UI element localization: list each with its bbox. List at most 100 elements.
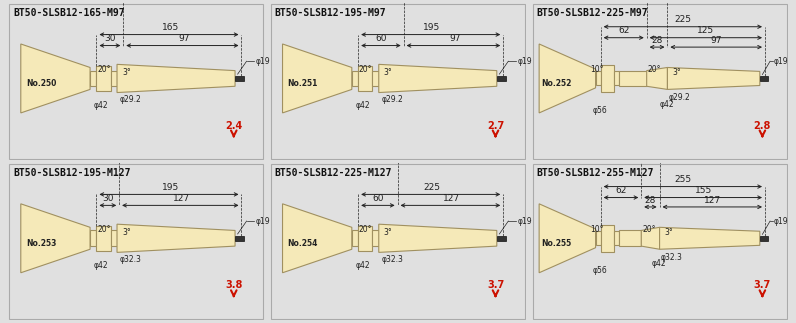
Text: φ19: φ19 <box>256 57 270 66</box>
Text: BT50-SLSB12-225-M97: BT50-SLSB12-225-M97 <box>537 8 648 18</box>
Text: No.255: No.255 <box>542 239 572 248</box>
Bar <box>111 71 117 86</box>
Bar <box>373 230 379 246</box>
Polygon shape <box>539 44 595 113</box>
Polygon shape <box>21 204 90 273</box>
Polygon shape <box>660 227 760 249</box>
Text: BT50-SLSB12-165-M97: BT50-SLSB12-165-M97 <box>13 8 125 18</box>
Text: 3°: 3° <box>122 68 131 77</box>
Text: φ19: φ19 <box>517 57 532 66</box>
Text: 28: 28 <box>645 196 656 204</box>
Text: 62: 62 <box>615 186 626 195</box>
Polygon shape <box>21 44 90 113</box>
Text: φ56: φ56 <box>593 266 608 275</box>
Text: BT50-SLSB12-225-M127: BT50-SLSB12-225-M127 <box>275 168 392 178</box>
Text: φ19: φ19 <box>774 57 789 66</box>
Text: φ42: φ42 <box>356 261 370 270</box>
Bar <box>614 231 618 245</box>
Text: φ29.2: φ29.2 <box>119 95 142 104</box>
Bar <box>373 71 379 86</box>
Bar <box>96 66 111 91</box>
Text: φ32.3: φ32.3 <box>381 255 404 264</box>
Text: φ29.2: φ29.2 <box>381 95 403 104</box>
Text: 125: 125 <box>697 26 714 35</box>
Bar <box>760 236 767 241</box>
Text: φ29.2: φ29.2 <box>669 93 690 102</box>
Text: No.254: No.254 <box>287 239 318 248</box>
Text: φ42: φ42 <box>660 100 674 109</box>
Bar <box>601 65 614 92</box>
Text: φ42: φ42 <box>356 101 370 110</box>
Text: 97: 97 <box>449 34 460 43</box>
Text: 20°: 20° <box>642 225 656 234</box>
Polygon shape <box>283 204 352 273</box>
Text: 2.7: 2.7 <box>487 120 504 130</box>
Text: 195: 195 <box>423 23 441 32</box>
Bar <box>90 71 96 86</box>
Text: 30: 30 <box>104 34 115 43</box>
Text: BT50-SLSB12-195-M97: BT50-SLSB12-195-M97 <box>275 8 386 18</box>
Text: φ56: φ56 <box>593 106 608 115</box>
Text: 3°: 3° <box>384 228 392 237</box>
Polygon shape <box>667 68 760 89</box>
Text: 3°: 3° <box>673 68 681 77</box>
Text: 225: 225 <box>674 16 692 24</box>
Text: 97: 97 <box>711 36 722 45</box>
Bar <box>595 71 601 86</box>
Text: φ42: φ42 <box>94 261 108 270</box>
Text: 155: 155 <box>694 186 712 195</box>
Bar <box>352 71 358 86</box>
Bar <box>760 76 767 81</box>
Text: No.251: No.251 <box>287 79 318 88</box>
Polygon shape <box>618 230 642 246</box>
Text: φ42: φ42 <box>652 259 666 268</box>
Text: 10°: 10° <box>591 65 604 74</box>
Text: φ42: φ42 <box>94 101 108 110</box>
Text: φ32.3: φ32.3 <box>661 253 683 262</box>
Polygon shape <box>642 227 660 249</box>
Text: 20°: 20° <box>648 65 661 74</box>
Text: 20°: 20° <box>97 225 111 234</box>
Bar <box>601 225 614 252</box>
Bar <box>96 226 111 251</box>
Polygon shape <box>618 71 646 86</box>
Text: 62: 62 <box>618 26 630 35</box>
Text: 20°: 20° <box>97 65 111 74</box>
Text: 127: 127 <box>443 194 460 203</box>
Text: 3°: 3° <box>122 228 131 237</box>
Text: 2.8: 2.8 <box>754 120 771 130</box>
Text: 127: 127 <box>173 194 190 203</box>
Bar <box>614 71 618 86</box>
Text: φ19: φ19 <box>256 216 270 225</box>
Bar <box>358 66 373 91</box>
Text: φ19: φ19 <box>517 216 532 225</box>
Text: φ19: φ19 <box>774 216 789 225</box>
Text: BT50-SLSB12-195-M127: BT50-SLSB12-195-M127 <box>13 168 131 178</box>
Bar <box>235 76 244 81</box>
Bar <box>497 76 505 81</box>
Polygon shape <box>539 204 595 273</box>
Text: 165: 165 <box>162 23 179 32</box>
Bar <box>358 226 373 251</box>
Bar <box>595 231 601 245</box>
Text: 3°: 3° <box>384 68 392 77</box>
Text: No.253: No.253 <box>26 239 57 248</box>
Text: 97: 97 <box>178 34 189 43</box>
Text: 20°: 20° <box>359 225 373 234</box>
Text: BT50-SLSB12-255-M127: BT50-SLSB12-255-M127 <box>537 168 654 178</box>
Text: 60: 60 <box>375 34 387 43</box>
Bar <box>235 235 244 241</box>
Text: 60: 60 <box>373 194 384 203</box>
Polygon shape <box>379 224 497 252</box>
Text: 3°: 3° <box>665 228 673 237</box>
Text: 255: 255 <box>674 175 692 184</box>
Text: 3.7: 3.7 <box>487 280 504 290</box>
Bar <box>111 230 117 246</box>
Text: 30: 30 <box>102 194 114 203</box>
Polygon shape <box>117 224 235 252</box>
Text: 10°: 10° <box>591 225 604 234</box>
Text: 28: 28 <box>651 36 663 45</box>
Polygon shape <box>646 68 667 89</box>
Text: 2.4: 2.4 <box>225 120 243 130</box>
Polygon shape <box>379 64 497 93</box>
